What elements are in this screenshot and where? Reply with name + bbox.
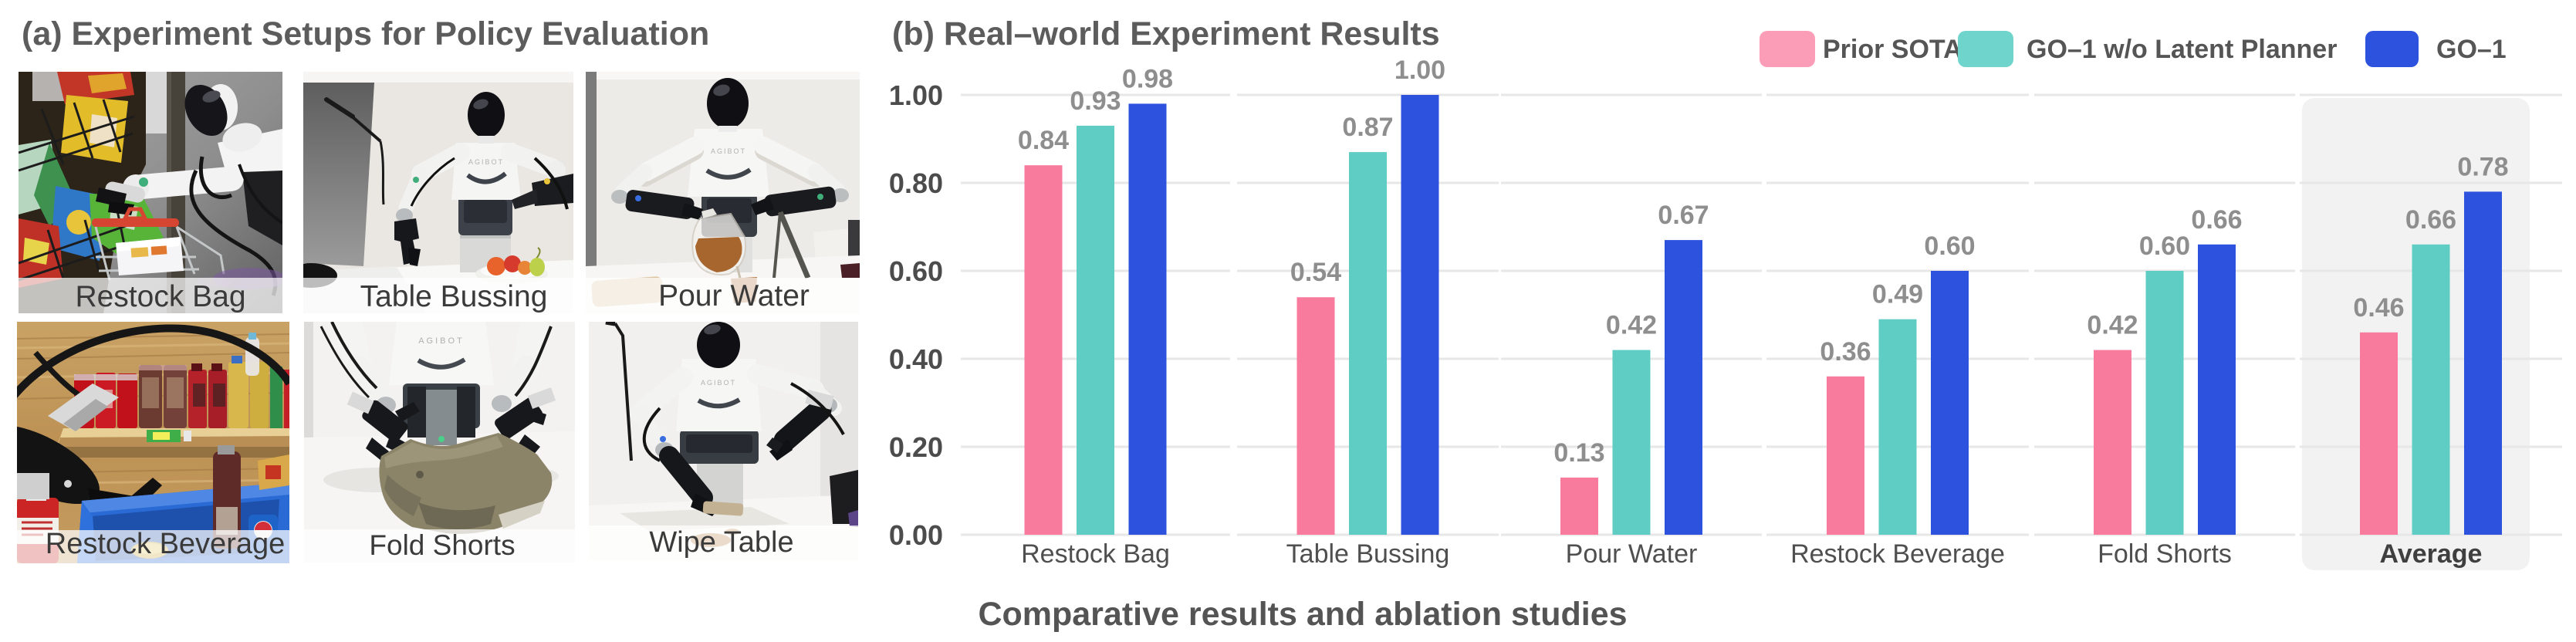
svg-text:0.42: 0.42 [1606, 311, 1657, 340]
svg-text:0.78: 0.78 [2457, 152, 2508, 181]
svg-text:0.66: 0.66 [2405, 205, 2456, 235]
svg-text:0.42: 0.42 [2087, 311, 2138, 340]
svg-text:Restock Bag: Restock Bag [1021, 539, 1170, 569]
svg-text:0.87: 0.87 [1342, 113, 1393, 142]
svg-text:0.46: 0.46 [2353, 293, 2404, 323]
svg-text:Pour Water: Pour Water [658, 279, 810, 313]
svg-text:0.20: 0.20 [889, 431, 943, 463]
svg-text:0.36: 0.36 [1820, 337, 1871, 367]
svg-text:Table Bussing: Table Bussing [1286, 539, 1450, 569]
svg-text:0.13: 0.13 [1553, 438, 1604, 468]
svg-text:(b) Real–world Experiment Resu: (b) Real–world Experiment Results [892, 15, 1440, 52]
svg-text:Fold Shorts: Fold Shorts [2098, 539, 2232, 569]
svg-text:AGIBOT: AGIBOT [711, 147, 746, 155]
svg-text:GO–1 w/o Latent Planner: GO–1 w/o Latent Planner [2027, 35, 2337, 64]
svg-text:Pour Water: Pour Water [1566, 539, 1698, 569]
svg-text:0.60: 0.60 [889, 255, 943, 287]
svg-text:0.49: 0.49 [1872, 280, 1923, 309]
svg-text:0.93: 0.93 [1070, 86, 1121, 116]
svg-text:0.40: 0.40 [889, 343, 943, 375]
svg-text:Restock Beverage: Restock Beverage [46, 528, 286, 560]
svg-text:GO–1: GO–1 [2436, 35, 2507, 64]
svg-text:Restock Bag: Restock Bag [75, 280, 245, 313]
svg-text:AGIBOT: AGIBOT [468, 158, 504, 166]
svg-text:0.00: 0.00 [889, 519, 943, 551]
svg-text:AGIBOT: AGIBOT [701, 379, 736, 387]
svg-text:1.00: 1.00 [889, 79, 943, 111]
svg-text:Comparative results and ablati: Comparative results and ablation studies [978, 596, 1627, 633]
svg-text:Prior SOTA: Prior SOTA [1823, 35, 1962, 64]
svg-text:0.98: 0.98 [1122, 64, 1173, 93]
svg-text:1.00: 1.00 [1394, 56, 1445, 85]
svg-text:Average: Average [2380, 539, 2483, 569]
svg-text:0.67: 0.67 [1658, 201, 1709, 230]
svg-text:Fold Shorts: Fold Shorts [369, 529, 515, 561]
svg-text:Restock Beverage: Restock Beverage [1790, 539, 2005, 569]
svg-text:AGIBOT: AGIBOT [418, 336, 465, 346]
svg-text:Wipe Table: Wipe Table [649, 526, 793, 559]
svg-text:(a) Experiment Setups for Poli: (a) Experiment Setups for Policy Evaluat… [22, 15, 709, 52]
svg-text:Table Bussing: Table Bussing [360, 280, 548, 313]
svg-text:0.54: 0.54 [1290, 258, 1341, 287]
svg-text:0.60: 0.60 [1924, 231, 1975, 261]
svg-text:0.84: 0.84 [1018, 126, 1069, 155]
svg-text:0.80: 0.80 [889, 167, 943, 199]
svg-text:0.60: 0.60 [2139, 231, 2190, 261]
svg-text:0.66: 0.66 [2191, 205, 2242, 235]
